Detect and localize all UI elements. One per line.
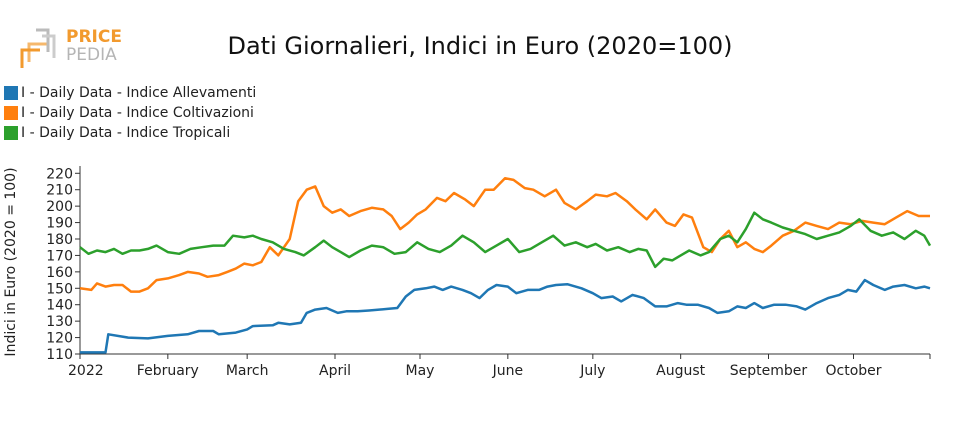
series-line-0 [80, 278, 931, 354]
y-tick-label: 140 [46, 298, 73, 314]
y-tick-label: 200 [46, 199, 73, 215]
y-tick-label: 190 [46, 216, 73, 232]
legend-swatch [4, 86, 18, 100]
legend-label: I - Daily Data - Indice Tropicali [21, 125, 231, 141]
legend-item-2[interactable]: I - Daily Data - Indice Tropicali [4, 123, 256, 143]
pricepedia-logo: PRICE PEDIA [18, 22, 128, 74]
x-tick-label: October [825, 363, 881, 379]
logo-mark: PRICE PEDIA [20, 27, 122, 68]
series-lines [79, 176, 932, 354]
series-line-1 [79, 176, 930, 293]
y-tick-label: 170 [46, 248, 73, 264]
legend-label: I - Daily Data - Indice Allevamenti [21, 85, 257, 101]
x-tick-label: April [319, 363, 351, 379]
series-line-2 [79, 211, 932, 269]
x-tick-label: February [137, 363, 199, 379]
x-tick-label: March [226, 363, 269, 379]
y-tick-label: 150 [46, 281, 73, 297]
y-tick-label: 220 [46, 166, 73, 182]
chart-legend: I - Daily Data - Indice Allevamenti I - D… [4, 83, 256, 143]
x-tick-label: June [492, 363, 524, 379]
y-tick-label: 160 [46, 265, 73, 281]
x-tick-label: May [406, 363, 435, 379]
legend-label: I - Daily Data - Indice Coltivazioni [21, 105, 254, 121]
legend-swatch [4, 106, 18, 120]
y-tick-label: 180 [46, 232, 73, 248]
x-tick-label: July [579, 363, 605, 379]
y-tick-label: 130 [46, 314, 73, 330]
x-tick-label: August [656, 363, 706, 379]
y-axis-label: Indici in Euro (2020 = 100) [3, 167, 19, 356]
y-tick-label: 110 [46, 347, 73, 363]
y-tick-label: 210 [46, 183, 73, 199]
x-tick-label: September [730, 363, 808, 379]
x-tick-label: 2022 [68, 363, 104, 379]
y-tick-label: 120 [46, 331, 73, 347]
legend-item-0[interactable]: I - Daily Data - Indice Allevamenti [4, 83, 256, 103]
chart-title: Dati Giornalieri, Indici in Euro (2020=1… [227, 32, 733, 60]
logo-text-pedia: PEDIA [66, 45, 117, 65]
legend-item-1[interactable]: I - Daily Data - Indice Coltivazioni [4, 103, 256, 123]
legend-swatch [4, 126, 18, 140]
logo-text-price: PRICE [66, 27, 122, 47]
